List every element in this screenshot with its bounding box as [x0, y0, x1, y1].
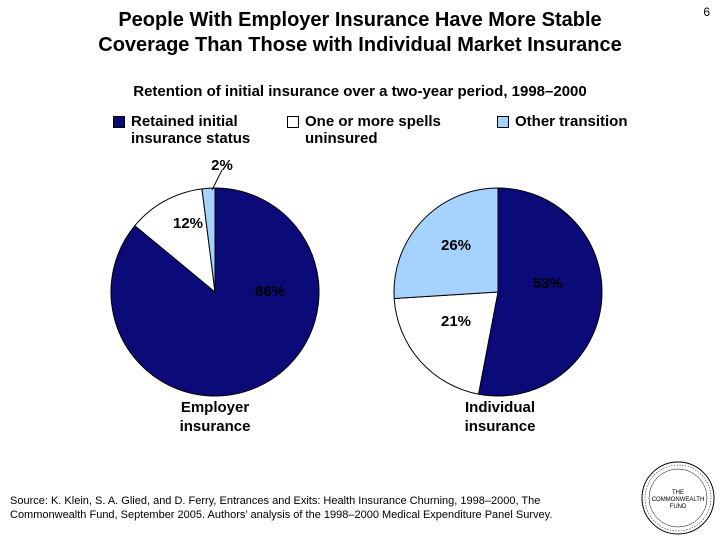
pie-0-label-uninsured: 12%	[173, 215, 203, 232]
logo-text-line2: COMMONWEALTH	[651, 497, 705, 503]
logo-text-line1: THE	[672, 490, 684, 496]
page-number: 6	[703, 5, 710, 19]
chart-subtitle: Retention of initial insurance over a tw…	[133, 83, 587, 100]
pie-0-slice-uninsured	[134, 188, 216, 294]
pie-0-leader-line	[211, 169, 223, 191]
legend-item-uninsured: One or more spells uninsured	[287, 113, 441, 147]
legend-label-other-line1: Other transition	[515, 113, 628, 130]
pie-caption-individual-line1: Individual	[464, 399, 535, 416]
legend-item-retained: Retained initial insurance status	[113, 113, 250, 147]
legend-swatch-retained	[113, 116, 125, 128]
pie-1-slice-uninsured	[393, 291, 499, 395]
source-note: Source: K. Klein, S. A. Glied, and D. Fe…	[10, 494, 630, 522]
pie-caption-employer-line2: insurance	[179, 418, 251, 435]
legend-swatch-other	[497, 116, 509, 128]
legend-swatch-uninsured	[287, 116, 299, 128]
logo-text-line3: FUND	[669, 504, 687, 510]
pie-1-label-other: 26%	[441, 237, 471, 254]
pie-1-label-uninsured: 21%	[441, 313, 471, 330]
source-line-1: Source: K. Klein, S. A. Glied, and D. Fe…	[10, 495, 541, 507]
pie-1-label-retained: 53%	[533, 275, 563, 292]
pie-caption-employer-line1: Employer	[180, 399, 250, 416]
title-line-1: People With Employer Insurance Have More…	[118, 9, 602, 31]
pie-caption-individual-line2: insurance	[464, 418, 536, 435]
commonwealth-fund-logo: THE COMMONWEALTH FUND	[640, 460, 716, 536]
pie-0-slice-other	[201, 187, 216, 293]
legend-label-retained-line1: Retained initial	[131, 113, 238, 130]
legend-item-other: Other transition	[497, 113, 628, 130]
legend-label-uninsured-line2: uninsured	[305, 130, 378, 147]
pie-0-label-other: 2%	[211, 157, 233, 174]
page-title: People With Employer Insurance Have More…	[40, 8, 680, 58]
legend-label-retained-line2: insurance status	[131, 130, 251, 147]
source-line-2: Commonwealth Fund, September 2005. Autho…	[10, 509, 553, 521]
pie-1-slice-other	[393, 187, 499, 300]
legend-label-uninsured-line1: One or more spells	[305, 113, 441, 130]
pie-caption-individual: Individual insurance	[425, 398, 575, 436]
pie-1-slice-retained	[477, 187, 603, 397]
pie-0-label-retained: 86%	[255, 283, 285, 300]
title-line-2: Coverage Than Those with Individual Mark…	[98, 34, 622, 56]
pie-caption-employer: Employer insurance	[140, 398, 290, 436]
logo-seal-icon	[641, 461, 715, 535]
